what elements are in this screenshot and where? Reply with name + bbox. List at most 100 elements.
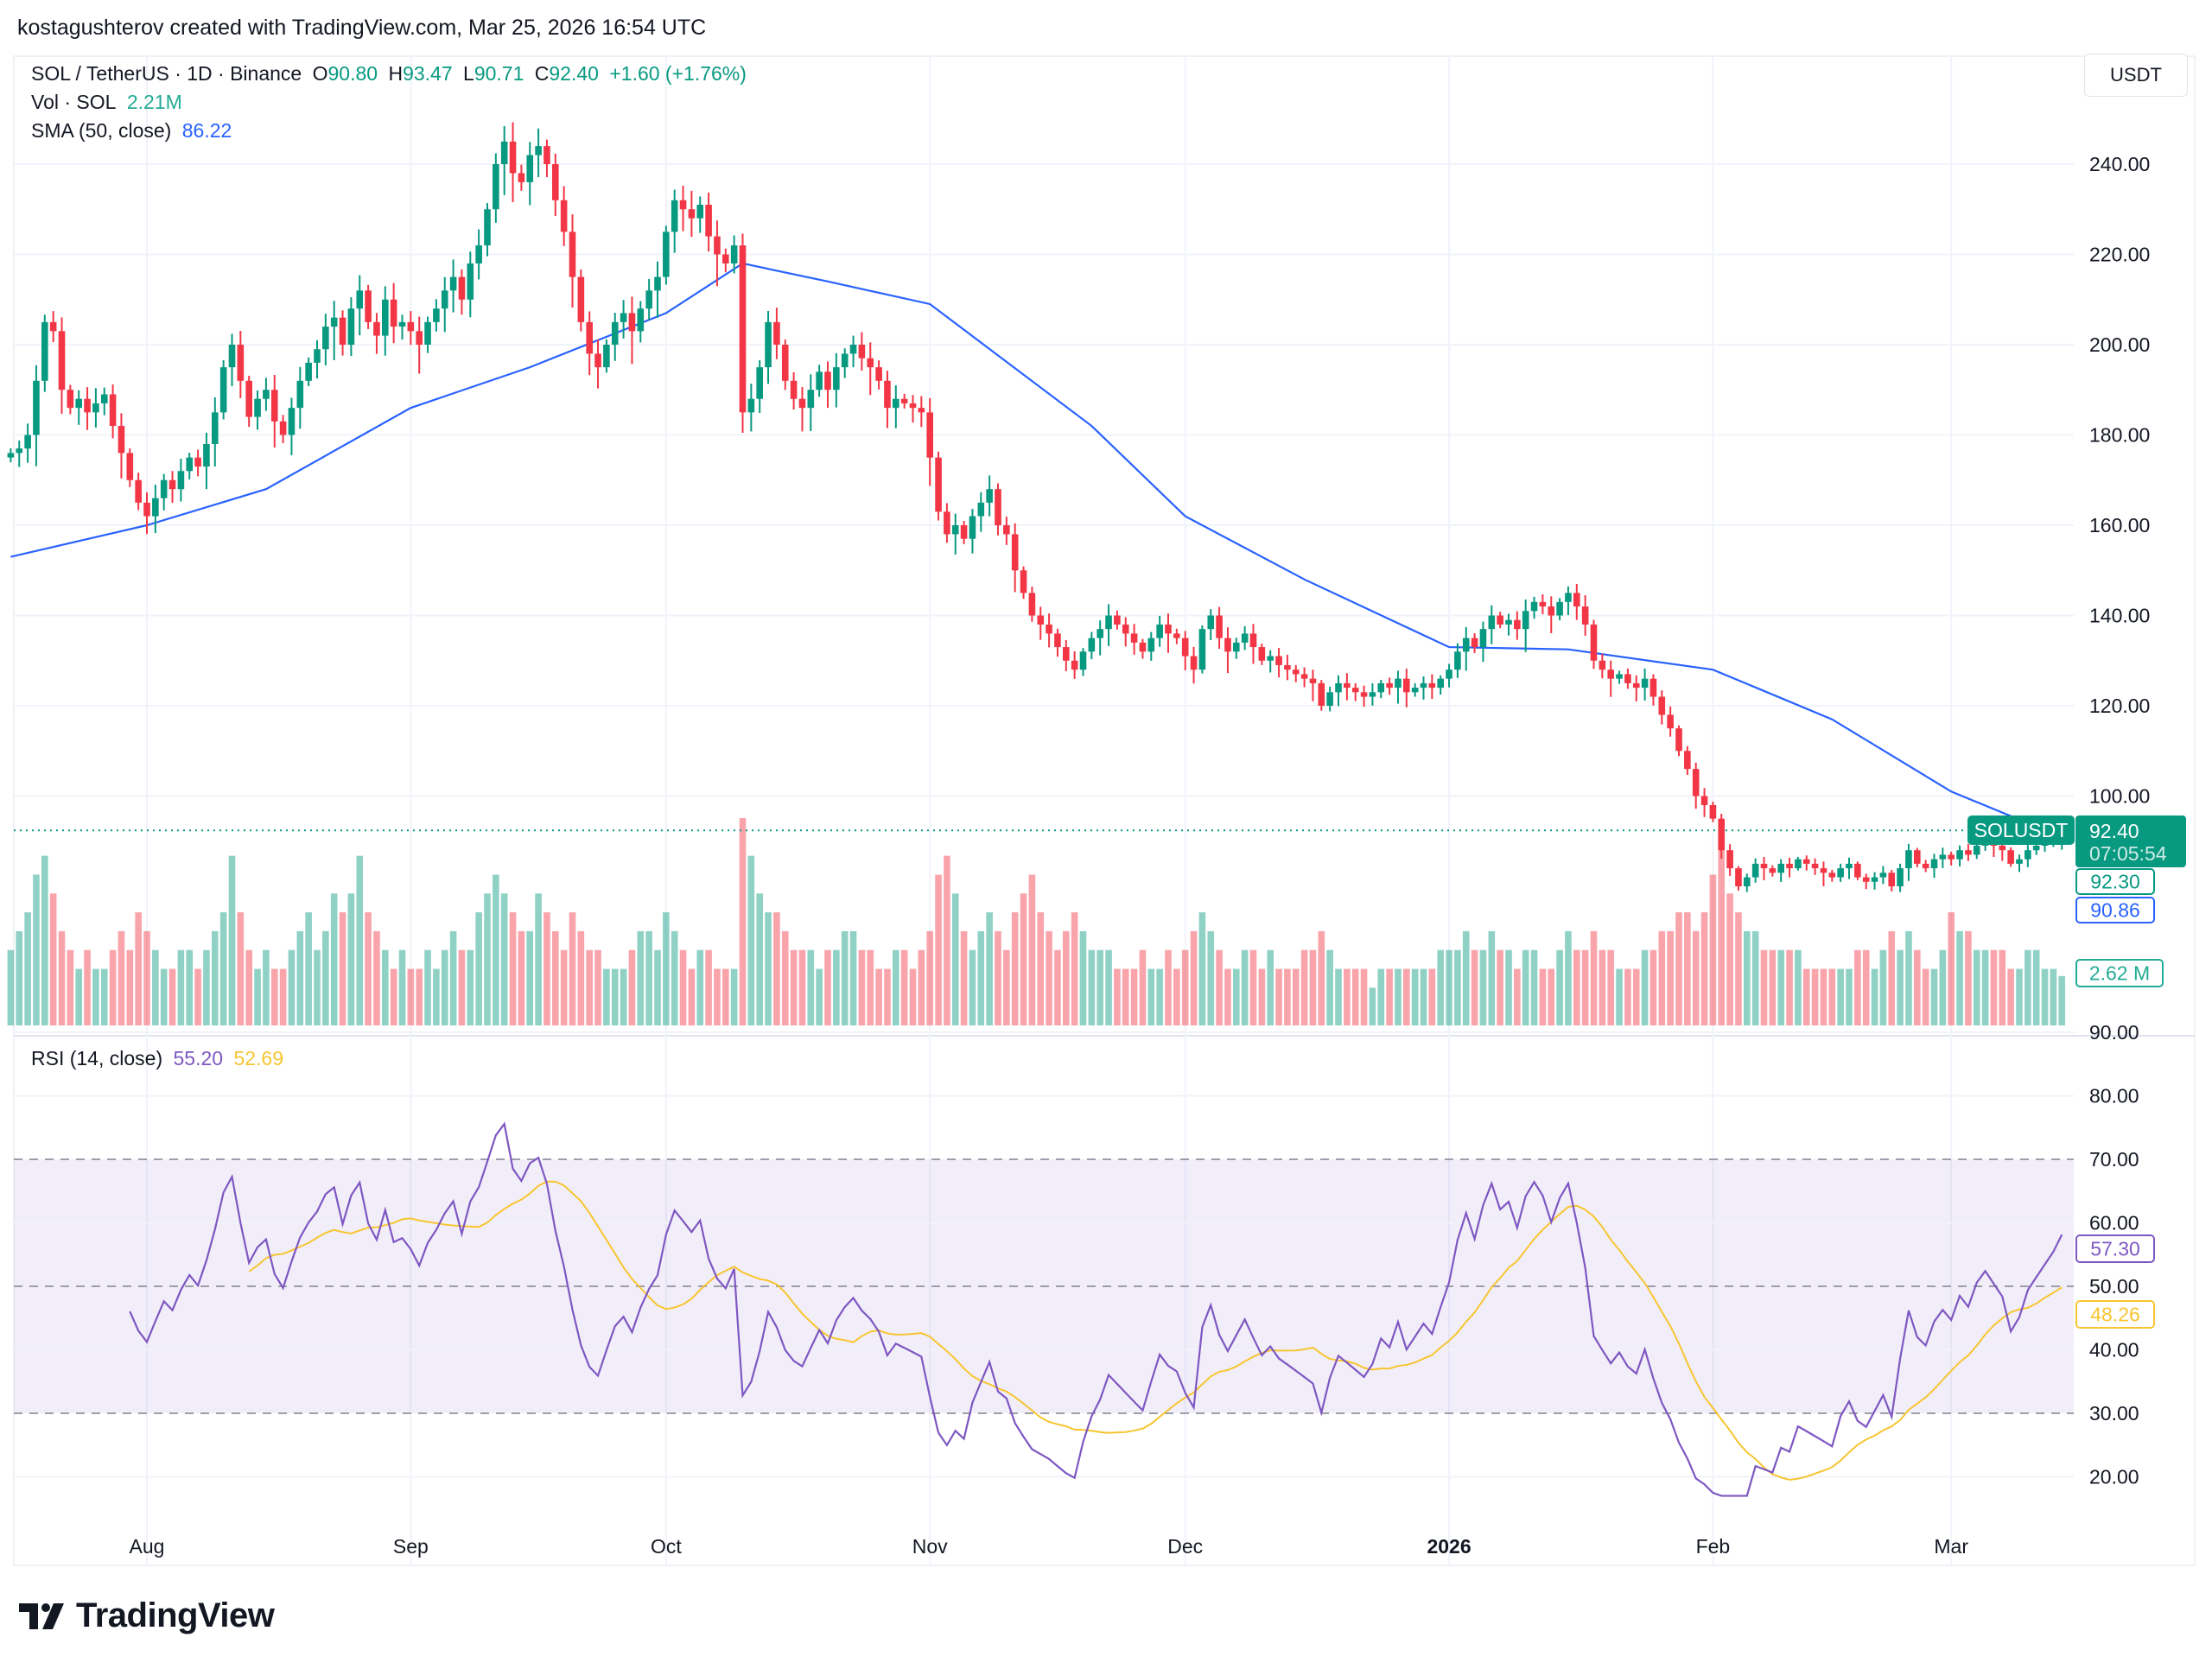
volume-bar [637, 930, 645, 1025]
candle [569, 214, 576, 308]
candle-body [1607, 670, 1614, 679]
volume-bar [1999, 949, 2006, 1025]
volume-tag: 2.62 M [2075, 959, 2164, 987]
volume-bar [1096, 949, 1103, 1025]
candle-body [1760, 863, 1768, 869]
candle [330, 301, 338, 360]
candle [1700, 788, 1708, 817]
volume-bar [279, 968, 287, 1025]
volume-bar [773, 912, 780, 1025]
candle-body [1326, 692, 1333, 706]
candle-body [1556, 601, 1563, 616]
candle [849, 335, 857, 368]
candle-body [1165, 624, 1172, 634]
volume-bar [16, 930, 23, 1025]
candle [1590, 619, 1598, 670]
volume-legend[interactable]: Vol · SOL 2.21M [31, 91, 188, 114]
candle-body [1530, 601, 1538, 612]
candle [765, 311, 772, 384]
candle [884, 371, 891, 428]
candle-body [1709, 804, 1717, 819]
volume-bar [807, 949, 815, 1025]
volume-bar [2058, 975, 2066, 1025]
candle-body [1581, 606, 1589, 625]
candle-body [2016, 859, 2023, 864]
candle [867, 342, 874, 396]
candle [1063, 639, 1070, 671]
candle [526, 142, 534, 206]
candle [577, 270, 585, 332]
candle [212, 397, 219, 467]
chart-frame [13, 55, 2196, 1566]
volume-bar [679, 949, 687, 1025]
candle [1249, 624, 1257, 664]
candle [1335, 675, 1342, 707]
candle-body [382, 299, 389, 336]
candle-body [1684, 751, 1691, 770]
candle-body [390, 299, 397, 327]
candle [168, 471, 176, 504]
volume-bar [1165, 949, 1172, 1025]
candle-body [705, 205, 712, 237]
candle [1156, 615, 1163, 647]
candle [696, 196, 704, 233]
volume-bar [1156, 968, 1163, 1025]
volume-bar [560, 949, 568, 1025]
change-value: +1.60 (+1.76%) [609, 62, 747, 85]
tradingview-logo[interactable]: TradingView [19, 1596, 275, 1635]
candle [1854, 861, 1861, 880]
candle [1632, 675, 1640, 701]
candle [2032, 843, 2040, 855]
volume-bar [7, 949, 15, 1025]
volume-bar [1581, 949, 1589, 1025]
candle [1820, 861, 1827, 886]
volume-bar [1667, 930, 1674, 1025]
candle-body [960, 525, 968, 539]
currency-button[interactable]: USDT [2084, 54, 2188, 97]
candle [1300, 667, 1308, 688]
candle-body [1284, 664, 1291, 670]
volume-bar [1284, 968, 1291, 1025]
price-axis-label: 100.00 [2089, 785, 2150, 808]
volume-bar [790, 949, 798, 1025]
volume-bar [49, 893, 57, 1025]
volume-bar [577, 930, 585, 1025]
candle-body [1190, 656, 1198, 670]
candle [1616, 670, 1623, 684]
candle-body [1233, 642, 1240, 652]
volume-bar [696, 949, 704, 1025]
volume-bar [1071, 912, 1078, 1025]
symbol-tag: SOLUSDT [1967, 815, 2075, 845]
volume-bar [1267, 949, 1274, 1025]
volume-bar [467, 949, 474, 1025]
volume-bar [1854, 949, 1861, 1025]
candle [109, 384, 117, 439]
volume-bar [126, 949, 134, 1025]
symbol-name[interactable]: SOL / TetherUS · 1D · Binance [31, 62, 302, 85]
candle-body [160, 479, 168, 498]
sma-legend[interactable]: SMA (50, close) 86.22 [31, 119, 237, 143]
volume-bar [1233, 968, 1240, 1025]
candle-body [1028, 593, 1036, 616]
volume-bar [1105, 949, 1112, 1025]
candle-body [1744, 877, 1751, 886]
volume-bar [254, 968, 261, 1025]
logo-text: TradingView [76, 1596, 275, 1634]
candle [1360, 685, 1368, 708]
candle [1020, 566, 1027, 600]
candle [773, 308, 780, 359]
candle-body [1173, 633, 1180, 638]
candle [441, 276, 448, 333]
candle [790, 371, 798, 409]
candle-body [373, 321, 380, 336]
candle-body [84, 398, 91, 413]
candle-body [322, 327, 329, 350]
candle-body [1403, 678, 1410, 693]
candle-body [1275, 656, 1282, 665]
volume-bar [509, 912, 517, 1025]
candle [296, 366, 304, 429]
volume-bar [1573, 949, 1580, 1025]
candle-body [1377, 682, 1385, 693]
rsi-legend[interactable]: RSI (14, close) 55.20 52.69 [31, 1047, 289, 1070]
